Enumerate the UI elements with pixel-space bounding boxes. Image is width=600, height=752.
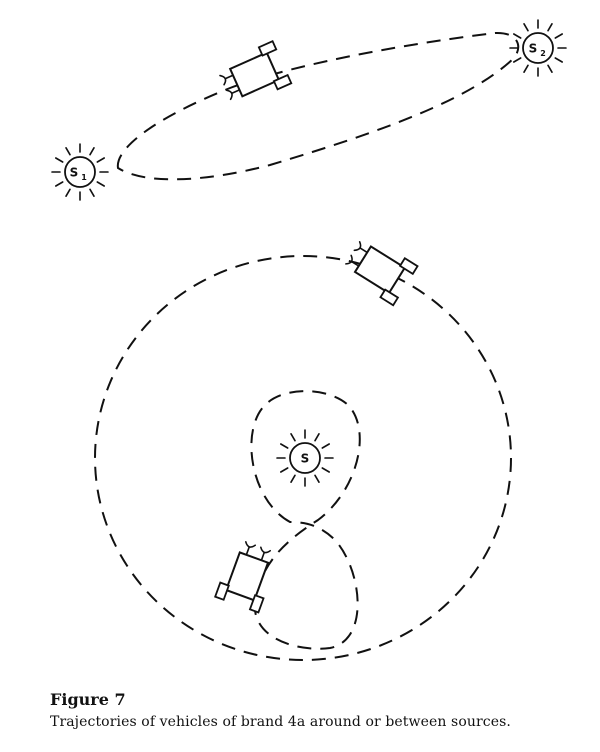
source-s2-subscript: 2 [540,49,546,58]
trajectory-between-sources [118,33,518,179]
vehicle-middle [341,233,418,305]
source-s1-subscript: 1 [81,173,87,182]
source-s-letter: S [301,452,310,466]
source-s1-letter: S [70,166,79,180]
source-s: S [277,430,333,486]
vehicle-top [216,41,291,108]
figure-diagram: S 1 S 2 S [0,0,600,690]
source-s1: S 1 [52,144,108,200]
source-s2-letter: S [529,42,538,56]
source-s2: S 2 [510,20,566,76]
figure-caption: Trajectories of vehicles of brand 4a aro… [50,714,570,730]
vehicle-bottom [215,538,279,612]
figure-title: Figure 7 [50,690,570,709]
